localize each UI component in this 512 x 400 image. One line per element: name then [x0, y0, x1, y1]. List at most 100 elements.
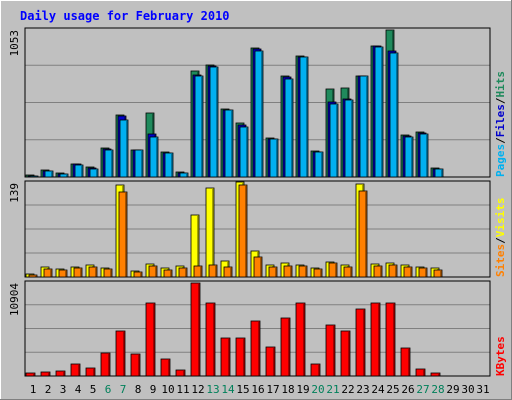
bar-fill [208, 264, 218, 278]
x-tick-day-26: 26 [401, 383, 414, 396]
bar-fill [284, 78, 294, 178]
x-tick-day-19: 19 [296, 383, 309, 396]
bar-fill [325, 324, 336, 377]
bar-pages-day-24 [374, 46, 384, 178]
legend-entry: Pages [494, 144, 507, 177]
bar-fill [100, 352, 111, 377]
bar-fill [209, 66, 219, 178]
bar-shade [168, 360, 170, 376]
bar-fill [340, 330, 351, 377]
bar-shade [260, 258, 262, 277]
bar-pages-day-10 [164, 152, 174, 178]
bar-fill [190, 282, 201, 377]
bar-fill [328, 262, 338, 278]
bar-sites-day-10 [163, 269, 173, 278]
bar-fill [160, 358, 171, 377]
legend-entry: KBytes [494, 336, 507, 376]
bar-fill [44, 170, 54, 178]
bar-sites-day-4 [73, 267, 83, 278]
legend: Pages/Files/Hits [494, 71, 507, 177]
bar-sites-day-26 [403, 266, 413, 278]
bar-fill [193, 265, 203, 278]
legend-entry: / [494, 97, 507, 104]
x-tick-day-12: 12 [191, 383, 204, 396]
bar-fill [55, 370, 66, 377]
bar-fill [220, 337, 231, 377]
bar-fill [145, 302, 156, 377]
y-max-label: 1053 [8, 30, 21, 57]
bar-kbytes-day-25 [385, 302, 396, 377]
x-tick-day-17: 17 [266, 383, 279, 396]
bar-shade [393, 304, 395, 376]
bar-kbytes-day-20 [310, 363, 321, 377]
bar-shade [108, 354, 110, 376]
bar-pages-day-14 [224, 109, 234, 178]
bar-sites-day-23 [358, 190, 368, 278]
bar-shade [408, 349, 410, 376]
bar-pages-day-20 [314, 151, 324, 178]
x-tick-day-30: 30 [461, 383, 474, 396]
bar-shade [321, 153, 323, 177]
panel-visits: 139 Sites/Visits [8, 180, 507, 278]
bar-shade [171, 154, 173, 177]
bar-shade [216, 68, 218, 177]
bar-fill [418, 267, 428, 278]
bar-kbytes-day-16 [250, 320, 261, 377]
bar-sites-day-12 [193, 265, 203, 278]
legend: KBytes [494, 336, 507, 376]
chart-panels: 1053Pages/Files/Hits139Sites/Visits10904… [8, 27, 507, 377]
bar-kbytes-day-12 [190, 282, 201, 377]
bar-shade [381, 48, 383, 177]
bar-fill [329, 103, 339, 178]
x-tick-day-5: 5 [90, 383, 97, 396]
x-tick-day-31: 31 [476, 383, 489, 396]
bar-shade [93, 369, 95, 376]
x-tick-day-28: 28 [431, 383, 444, 396]
bar-kbytes-day-10 [160, 358, 171, 377]
bar-shade [81, 166, 83, 177]
bar-shade [138, 355, 140, 376]
bar-pages-day-15 [239, 126, 249, 178]
x-tick-day-14: 14 [221, 383, 235, 396]
bar-sites-day-16 [253, 256, 263, 278]
bar-shade [438, 374, 440, 376]
bar-sites-day-7 [118, 191, 128, 278]
bar-fill [434, 168, 444, 178]
x-tick-day-23: 23 [356, 383, 369, 396]
bar-fill [104, 149, 114, 178]
bar-shade [125, 193, 127, 277]
bar-kbytes-day-28 [430, 372, 441, 377]
bar-shade [140, 273, 142, 277]
bar-sites-day-21 [328, 262, 338, 278]
x-tick-day-21: 21 [326, 383, 339, 396]
bar-kbytes-day-1 [25, 372, 36, 377]
bar-kbytes-day-6 [100, 352, 111, 377]
bar-fill [389, 52, 399, 178]
bar-shade [378, 304, 380, 376]
bar-fill [359, 75, 369, 178]
bar-shade [110, 270, 112, 277]
bar-shade [441, 170, 443, 177]
bar-shade [123, 332, 125, 376]
bar-shade [333, 326, 335, 376]
bar-shade [198, 284, 200, 376]
bar-fill [415, 368, 426, 377]
bar-fill [268, 266, 278, 278]
bar-fill [58, 269, 68, 278]
bar-kbytes-day-2 [40, 371, 51, 377]
bar-shade [50, 270, 52, 277]
bar-pages-day-21 [329, 103, 339, 178]
bar-fill [134, 149, 144, 178]
bar-pages-day-9 [149, 136, 159, 178]
bar-kbytes-day-9 [145, 302, 156, 377]
bar-sites-day-3 [58, 269, 68, 278]
bar-shade [213, 304, 215, 376]
x-axis-day-labels: 1 2 3 4 5 6 7 8 9 10 11 12 13 14 15 16 17 18 19 20 21 22 23 24 2… [30, 383, 490, 396]
bar-shade [51, 172, 53, 177]
bar-shade [197, 216, 199, 277]
bar-pages-day-11 [179, 172, 189, 178]
bar-fill [404, 136, 414, 178]
bar-shade [201, 77, 203, 177]
bar-shade [410, 268, 412, 277]
